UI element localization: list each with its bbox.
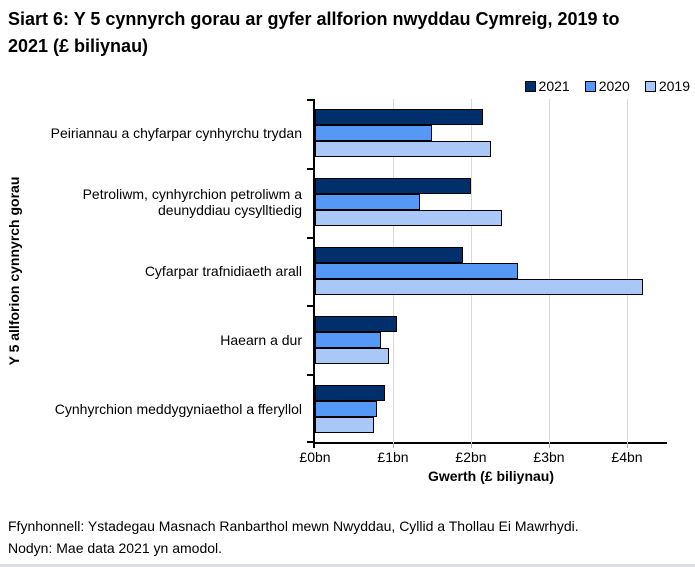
x-tick-label: £0bn — [299, 449, 331, 465]
category-label: Cynhyrchion meddygyniaethol a fferyllol — [54, 400, 302, 417]
plot-area — [307, 99, 667, 448]
bar-2021 — [315, 247, 464, 263]
bar-2021 — [315, 178, 471, 195]
x-axis-line — [313, 442, 667, 444]
x-axis-title: Gwerth (£ biliynau) — [427, 468, 554, 484]
x-axis-tick — [627, 443, 628, 448]
x-tick-label: £1bn — [377, 449, 409, 465]
x-tick-label: £3bn — [533, 449, 565, 465]
chart-title: Siart 6: Y 5 cynnyrch gorau ar gyfer all… — [8, 9, 620, 56]
category-label: Haearn a dur — [220, 331, 302, 348]
y-axis-tick — [307, 236, 313, 239]
category-label: Petroliwm, cynhyrchion petroliwm a deuny… — [82, 186, 302, 219]
bar-2019 — [315, 279, 643, 295]
bar-2021 — [315, 315, 397, 332]
bar-2019 — [315, 210, 503, 227]
legend-item-2019: 2019 — [644, 78, 690, 94]
x-axis-tick — [393, 443, 394, 448]
y-axis-tick — [307, 167, 313, 170]
legend-item-2021: 2021 — [524, 78, 570, 94]
legend-swatch-2021-icon — [524, 80, 536, 92]
bar-2020 — [315, 125, 432, 142]
category-labels: Peiriannau a chyfarpar cynhyrchu trydan P… — [10, 99, 306, 443]
bar-2019 — [315, 416, 374, 433]
y-axis-tick — [307, 305, 313, 308]
x-tick-label: £2bn — [455, 449, 487, 465]
x-axis-tick — [549, 443, 550, 448]
y-axis-tick — [307, 99, 313, 101]
footer-source: Ffynhonnell: Ystadegau Masnach Ranbartho… — [8, 518, 579, 534]
gridline — [549, 99, 550, 443]
footer-note: Nodyn: Mae data 2021 yn amodol. — [8, 540, 223, 556]
bar-2021 — [315, 109, 483, 126]
category-label: Peiriannau a chyfarpar cynhyrchu trydan — [50, 125, 302, 142]
footer: Ffynhonnell: Ystadegau Masnach Ranbartho… — [8, 515, 678, 559]
legend-item-2020: 2020 — [584, 78, 630, 94]
legend-swatch-2019-icon — [644, 80, 656, 92]
bar-2021 — [315, 384, 386, 401]
bottom-strip — [0, 564, 695, 567]
gridline — [627, 99, 628, 443]
x-tick-label: £4bn — [611, 449, 643, 465]
legend-swatch-2020-icon — [584, 80, 596, 92]
bar-2020 — [315, 263, 518, 279]
legend-label-2019: 2019 — [658, 78, 690, 94]
legend-label-2020: 2020 — [598, 78, 630, 94]
x-axis-tick — [471, 443, 472, 448]
bar-2020 — [315, 194, 421, 211]
category-label: Cyfarpar trafnidiaeth arall — [144, 262, 302, 279]
bar-2019 — [315, 141, 491, 158]
bar-2020 — [315, 400, 378, 417]
y-axis-tick — [307, 441, 313, 443]
y-axis-line — [313, 99, 315, 448]
legend-label-2021: 2021 — [538, 78, 570, 94]
bar-2019 — [315, 347, 390, 364]
y-axis-tick — [307, 374, 313, 377]
legend: 2021 2020 2019 — [524, 78, 690, 94]
bar-2020 — [315, 331, 382, 348]
